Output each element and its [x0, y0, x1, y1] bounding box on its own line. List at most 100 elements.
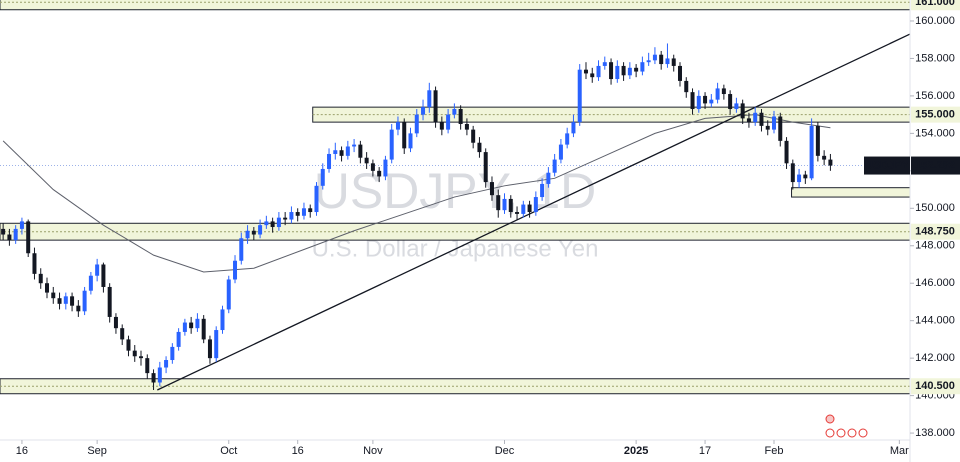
candle-body [609, 62, 614, 80]
candle-body [327, 153, 332, 169]
candle-body [483, 152, 488, 183]
candle-body [778, 116, 783, 141]
candle-body [364, 157, 369, 164]
candle-body [458, 109, 463, 125]
candle-body [709, 99, 714, 104]
candle-body [88, 275, 93, 291]
level-label-bg [911, 0, 960, 11]
candle-body [521, 204, 526, 214]
candle-body [107, 286, 112, 317]
candle-body [715, 88, 720, 100]
candle-body [377, 170, 382, 177]
candle-body [164, 360, 169, 368]
candle-body [489, 182, 494, 196]
x-tick-label: 17 [699, 445, 711, 457]
candle-body [370, 163, 375, 171]
candle-body [19, 221, 24, 229]
x-tick-label: Dec [495, 445, 515, 457]
candle-body [358, 144, 363, 158]
x-tick-label: 16 [292, 445, 304, 457]
candle-body [233, 260, 238, 280]
level-label: 155.000 [915, 109, 955, 121]
candle-body [621, 65, 626, 76]
x-tick-label: 2025 [624, 445, 648, 457]
candle-body [301, 208, 306, 216]
x-tick-label: 16 [16, 445, 28, 457]
candle-body [283, 217, 288, 220]
candle-body [772, 116, 777, 130]
candle-body [803, 174, 808, 179]
candle-body [433, 90, 438, 123]
candle-body [765, 125, 770, 130]
candle-body [239, 238, 244, 261]
candle-body [496, 195, 501, 211]
indicator-icons [825, 414, 868, 438]
candle-body [690, 92, 695, 110]
candle-body [471, 129, 476, 143]
candle-body [439, 122, 444, 130]
candle-body [308, 208, 313, 213]
candle-body [195, 318, 200, 329]
candle-body [276, 217, 281, 228]
y-tick-label: 156.000 [915, 90, 955, 102]
candle-body [295, 212, 300, 216]
candle-body [746, 118, 751, 123]
zone [0, 0, 910, 11]
x-tick-label: Mar [890, 445, 909, 457]
y-tick-label: 138.000 [915, 427, 955, 439]
candle-body [740, 103, 745, 119]
last-price-tag: 152.282 [915, 159, 955, 171]
level-label-bg [911, 223, 960, 240]
watermark: USDJPY, 1D [314, 163, 597, 219]
level-label: 140.500 [915, 380, 955, 392]
candle-body [32, 253, 37, 274]
candle-body [345, 146, 350, 156]
candle-body [533, 197, 538, 213]
candle-body [546, 172, 551, 184]
candle-body [289, 212, 294, 220]
candle-body [214, 330, 219, 359]
candle-body [596, 65, 601, 78]
candle-body [170, 346, 175, 361]
candle-body [38, 273, 43, 284]
candle-body [659, 54, 664, 65]
candle-body [176, 331, 181, 347]
candle-body [151, 373, 156, 383]
symbol-tag: USDJPY [865, 159, 910, 171]
candle-body [790, 163, 795, 183]
candle-body [245, 230, 250, 239]
y-tick-label: 142.000 [915, 352, 955, 364]
candle-body [703, 95, 708, 104]
candle-body [602, 62, 607, 66]
x-tick-label: Nov [363, 445, 383, 457]
candle-body [320, 168, 325, 186]
candle-body [583, 69, 588, 74]
candle-body [402, 122, 407, 149]
candle-body [101, 264, 106, 287]
candle-body [452, 109, 457, 115]
level-label-bg [911, 106, 960, 123]
candle-body [120, 328, 125, 340]
candle-body [552, 159, 557, 173]
y-tick-label: 160.000 [915, 15, 955, 27]
candle-body [76, 305, 81, 312]
candle-body [464, 124, 469, 130]
candle-body [57, 298, 62, 304]
candle-body [427, 90, 432, 108]
candle-body [828, 159, 833, 166]
candle-body [540, 183, 545, 198]
y-tick-label: 148.000 [915, 240, 955, 252]
candle-body [677, 65, 682, 81]
y-tick-label: 150.000 [915, 202, 955, 214]
candle-body [126, 339, 131, 351]
candle-body [627, 67, 632, 76]
candle-body [753, 112, 758, 123]
candle-body [634, 67, 639, 72]
candle-body [389, 129, 394, 160]
candle-body [477, 142, 482, 153]
candle-body [45, 283, 50, 293]
candle-body [207, 339, 212, 359]
candle-body [577, 69, 582, 123]
candle-body [446, 114, 451, 130]
